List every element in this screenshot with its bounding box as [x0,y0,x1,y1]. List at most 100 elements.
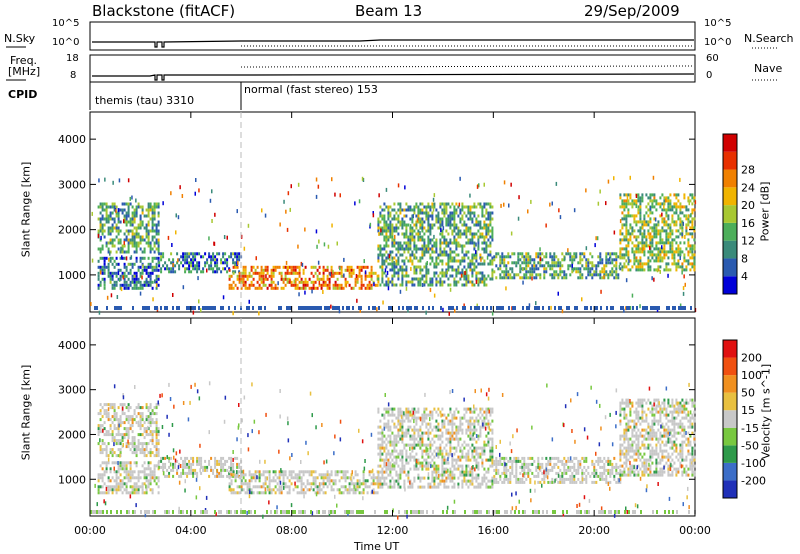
power-echo-cell [669,247,672,251]
velocity-echo-cell [246,485,249,489]
power-echo-cell [667,250,670,254]
power-echo-cell [370,277,373,281]
power-echo-cell [109,241,112,245]
power-echo-cell [133,241,136,245]
velocity-echo-cell [135,451,138,455]
power-echo-cell [691,223,694,227]
power-echo-cell [537,273,540,277]
power-echo-cell [625,253,628,257]
power-echo-cell [637,205,640,209]
velocity-echo-cell [264,491,267,495]
power-echo-cell [415,247,418,251]
power-ground-cell [176,306,178,310]
power-echo-cell [381,226,384,230]
velocity-echo-cell [143,476,146,480]
power-echo-cell [296,265,299,269]
nsky-trace [92,39,694,48]
velocity-echo-cell [113,451,116,455]
power-echo-cell [103,259,106,263]
velocity-echo-cell [423,413,426,417]
power-echo-cell [627,244,630,248]
power-echo-cell [643,214,646,218]
power-echo-cell [631,232,634,236]
power-echo-cell [417,259,420,263]
power-echo-cell [393,283,396,287]
velocity-echo-cell [441,479,444,483]
velocity-echo-cell [184,459,187,463]
power-echo-cell [663,247,666,251]
power-echo-cell [266,271,269,275]
velocity-echo-cell [471,455,474,459]
power-echo-cell [579,276,582,280]
velocity-echo-cell [338,479,341,483]
power-echo-cell [473,247,476,251]
power-echo-cell [155,280,158,284]
power-echo-cell [216,258,219,262]
power-echo-cell [479,277,482,281]
velocity-echo-cell [326,479,329,483]
cpid-segment-1: themis (tau) 3310 [95,94,195,107]
velocity-echo-cell [441,407,444,411]
velocity-echo-cell [133,445,136,449]
power-echo-cell [431,217,434,221]
power-echo-cell [605,252,608,256]
power-noise-cell [508,203,510,208]
power-echo-cell [125,268,128,272]
velocity-echo-cell [415,452,418,456]
power-echo-cell [491,271,494,275]
power-echo-cell [491,238,494,242]
power-echo-cell [545,261,548,265]
velocity-echo-cell [274,473,277,477]
velocity-echo-cell [471,422,474,426]
power-echo-cell [481,205,484,209]
velocity-echo-cell [127,436,130,440]
power-echo-cell [162,264,165,268]
power-echo-cell [431,226,434,230]
power-echo-cell [240,277,243,281]
power-echo-cell [421,277,424,281]
power-echo-cell [483,220,486,224]
power-echo-cell [242,265,245,269]
velocity-echo-cell [397,485,400,489]
velocity-echo-cell [133,451,136,455]
power-echo-cell [685,226,688,230]
power-echo-cell [216,264,219,268]
velocity-echo-cell [475,476,478,480]
power-echo-cell [246,277,249,281]
power-echo-cell [667,196,670,200]
velocity-echo-cell [162,462,165,466]
power-echo-cell [629,202,632,206]
velocity-echo-cell [210,468,213,472]
power-echo-cell [153,229,156,233]
velocity-echo-cell [300,485,303,489]
power-echo-cell [387,277,390,281]
velocity-echo-cell [252,473,255,477]
power-echo-cell [157,214,160,218]
velocity-echo-cell [155,427,158,431]
velocity-echo-cell [139,433,142,437]
velocity-echo-cell [377,473,380,477]
power-echo-cell [651,256,654,260]
power-echo-cell [459,271,462,275]
velocity-echo-cell [127,409,130,413]
power-echo-cell [236,277,239,281]
power-noise-cell [386,270,389,275]
power-echo-cell [489,217,492,221]
power-echo-cell [119,283,122,287]
power-echo-cell [619,247,622,251]
power-echo-cell [123,244,126,248]
power-echo-cell [599,261,602,265]
velocity-echo-cell [111,448,114,452]
velocity-echo-cell [149,415,152,419]
velocity-echo-cell [202,465,205,469]
power-echo-cell [473,205,476,209]
power-echo-cell [360,265,363,269]
power-noise-cell [355,274,358,278]
power-echo-cell [415,265,418,269]
velocity-echo-cell [451,437,454,441]
power-echo-cell [397,262,400,266]
velocity-echo-cell [111,406,114,410]
power-echo-cell [549,267,552,271]
velocity-echo-cell [326,473,329,477]
power-echo-cell [581,252,584,256]
